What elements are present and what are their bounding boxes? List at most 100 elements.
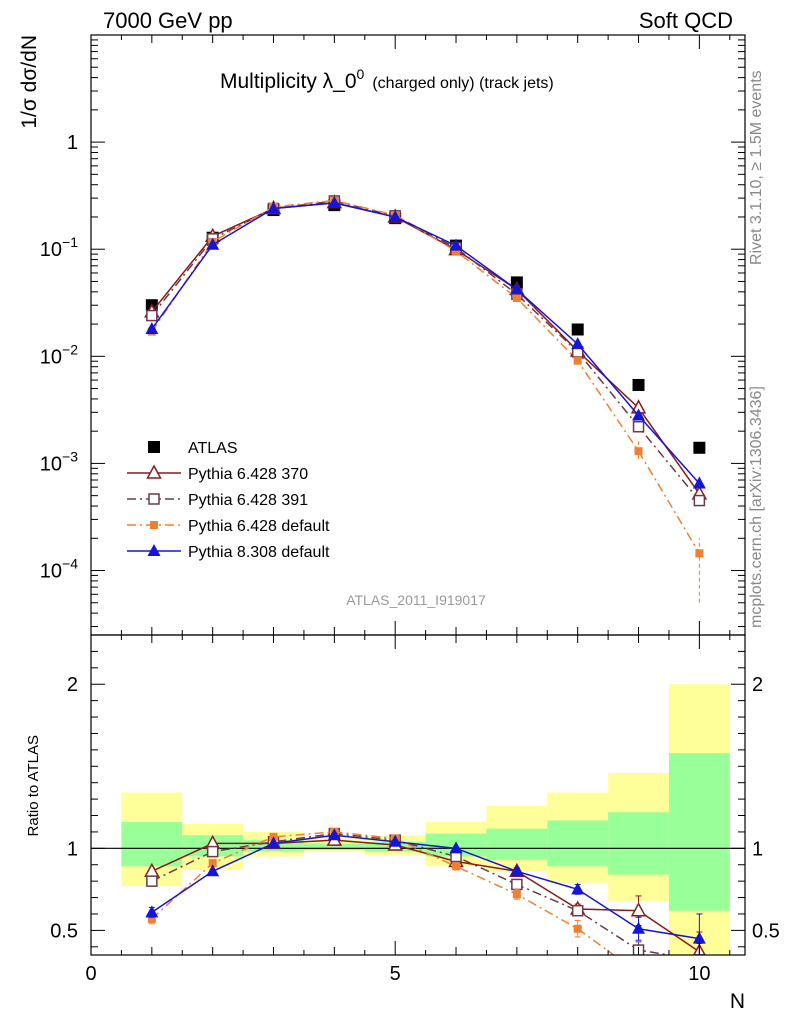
ratio-point-pythia-6-428-391-8 bbox=[571, 904, 584, 917]
main-point-pythia-8-308-default-6 bbox=[449, 238, 463, 251]
main-point-pythia-6-428-391-9 bbox=[632, 420, 645, 433]
legend-label-pythia-6-428-370: Pythia 6.428 370 bbox=[188, 466, 308, 483]
ratio-point-pythia-8-308-default-4 bbox=[327, 828, 341, 841]
main-y-tick-label-1: 10−1 bbox=[40, 234, 78, 261]
ratio-point-pythia-8-308-default-9 bbox=[632, 921, 646, 934]
header-right-label: Soft QCD bbox=[639, 8, 733, 33]
main-y-tick-exponent-4: −4 bbox=[62, 556, 78, 572]
main-line-pythia-6-428-default bbox=[151, 199, 701, 554]
main-y-tick-base-3: 10 bbox=[40, 453, 62, 475]
main-line-pythia-8-308-default bbox=[151, 202, 700, 484]
legend-marker-atlas bbox=[148, 441, 160, 453]
main-point-pythia-8-308-default-8 bbox=[571, 337, 585, 350]
ratio-point-pythia-8-308-default-3 bbox=[267, 836, 281, 849]
main-point-pythia-8-308-default-3 bbox=[267, 201, 281, 214]
ratio-point-pythia-8-308-default-7 bbox=[510, 864, 524, 877]
main-point-atlas-8 bbox=[571, 323, 584, 336]
main-point-pythia-8-308-default-7 bbox=[510, 282, 524, 295]
ratio-band-green-7 bbox=[486, 828, 548, 860]
legend-marker-pythia-6-428-370 bbox=[146, 464, 162, 479]
x-tick-label-0: 0 bbox=[85, 963, 96, 985]
ratio-band-green-8 bbox=[547, 820, 609, 867]
ratio-point-pythia-6-428-391-2 bbox=[206, 845, 219, 858]
main-point-pythia-8-308-default-4 bbox=[327, 196, 341, 209]
main-y-tick-label-3: 10−3 bbox=[40, 448, 78, 475]
legend-label-atlas: ATLAS bbox=[188, 440, 238, 457]
ratio-band-green-1 bbox=[121, 822, 183, 867]
legend-marker-pythia-8-308-default bbox=[147, 544, 161, 556]
main-point-pythia-6-428-default-8 bbox=[573, 356, 582, 365]
header-left-label: 7000 GeV pp bbox=[103, 8, 233, 33]
rivet-version-label: Rivet 3.1.10, ≥ 1.5M events bbox=[748, 70, 765, 265]
ratio-point-pythia-8-308-default-6 bbox=[449, 841, 463, 854]
main-plot-series bbox=[144, 194, 708, 603]
x-tick-label-10: 10 bbox=[688, 963, 710, 985]
ratio-y-axis-label: Ratio to ATLAS bbox=[25, 735, 42, 836]
ratio-series-pythia-8-308-default bbox=[145, 828, 706, 955]
main-y-axis-label: 1/σ dσ/dN bbox=[18, 35, 41, 129]
main-point-pythia-8-308-default-9 bbox=[632, 408, 646, 421]
legend-entry-pythia-8-308-default: Pythia 8.308 default bbox=[127, 544, 330, 561]
main-point-pythia-6-428-default-7 bbox=[512, 294, 521, 303]
main-y-tick-base-4: 10 bbox=[40, 561, 62, 583]
legend-entry-pythia-6-428-391: Pythia 6.428 391 bbox=[127, 492, 308, 509]
ratio-y-tick-label-right-0.5: 0.5 bbox=[752, 920, 780, 942]
ratio-point-pythia-6-428-default-2 bbox=[208, 859, 217, 868]
ratio-y-tick-label-right-2: 2 bbox=[752, 674, 763, 696]
main-y-tick-base-1: 10 bbox=[40, 239, 62, 261]
main-point-pythia-8-308-default-1 bbox=[145, 321, 159, 334]
main-series-pythia-6-428-391 bbox=[146, 195, 706, 507]
ratio-line-pythia-6-428-default bbox=[151, 831, 616, 955]
ratio-point-pythia-6-428-391-7 bbox=[511, 878, 523, 891]
legend-marker-pythia-6-428-default bbox=[150, 521, 158, 529]
plot-title-main: Multiplicity λ_0 bbox=[220, 70, 357, 93]
ratio-line-pythia-6-428-391 bbox=[151, 832, 674, 955]
ratio-point-pythia-6-428-391-1 bbox=[146, 875, 158, 887]
ratio-point-pythia-6-428-370-9 bbox=[630, 902, 647, 917]
main-point-pythia-8-308-default-5 bbox=[388, 209, 402, 222]
main-point-pythia-6-428-391-10 bbox=[693, 494, 706, 507]
ratio-uncertainty-bands bbox=[91, 684, 745, 955]
x-tick-label-5: 5 bbox=[390, 963, 401, 985]
legend-entry-atlas: ATLAS bbox=[148, 440, 238, 457]
legend-label-pythia-8-308-default: Pythia 8.308 default bbox=[188, 544, 330, 561]
ratio-band-green-4 bbox=[303, 843, 365, 850]
main-point-pythia-8-308-default-10 bbox=[692, 476, 706, 489]
ratio-point-pythia-8-308-default-5 bbox=[388, 834, 402, 847]
main-point-atlas-9 bbox=[632, 378, 645, 391]
ratio-point-pythia-8-308-default-8 bbox=[571, 882, 585, 895]
ratio-point-pythia-8-308-default-10 bbox=[692, 931, 706, 944]
main-y-tick-exponent-1: −1 bbox=[62, 234, 78, 250]
legend-marker-pythia-6-428-391 bbox=[148, 493, 160, 505]
ratio-plot-series bbox=[144, 827, 706, 1000]
legend: ATLAS Pythia 6.428 370 Pythia 6.428 391 Pyt… bbox=[127, 440, 330, 561]
main-point-atlas-10 bbox=[693, 441, 706, 454]
main-y-tick-exponent-2: −2 bbox=[62, 341, 78, 357]
ratio-point-pythia-6-428-default-10 bbox=[695, 992, 703, 1000]
main-series-atlas bbox=[145, 199, 706, 454]
main-y-tick-label-2: 10−2 bbox=[40, 341, 78, 368]
plot-title-suffix: (charged only) (track jets) bbox=[372, 75, 553, 92]
x-axis-label: N bbox=[730, 990, 745, 1013]
ratio-plot-frame bbox=[90, 634, 746, 956]
ratio-y-tick-label-left-0.5: 0.5 bbox=[50, 920, 78, 942]
main-series-pythia-8-308-default bbox=[145, 196, 706, 489]
ratio-point-pythia-8-308-default-1 bbox=[145, 905, 159, 918]
main-y-tick-label-4: 10−4 bbox=[40, 556, 78, 583]
analysis-watermark: ATLAS_2011_I919017 bbox=[346, 592, 486, 608]
ratio-y-tick-label-right-1: 1 bbox=[752, 838, 763, 860]
plot-title: Multiplicity λ_00 (charged only) (track j… bbox=[220, 66, 554, 93]
ratio-line-pythia-8-308-default bbox=[151, 834, 700, 940]
main-point-pythia-6-428-default-6 bbox=[452, 247, 461, 256]
main-y-tick-base-2: 10 bbox=[40, 346, 62, 368]
mcplots-reference-label: mcplots.cern.ch [arXiv:1306.3436] bbox=[748, 386, 765, 628]
ratio-y-tick-label-left-2: 2 bbox=[67, 674, 78, 696]
ratio-point-pythia-6-428-default-7 bbox=[512, 890, 521, 899]
ratio-point-pythia-8-308-default-2 bbox=[206, 864, 220, 877]
ratio-band-green-9 bbox=[608, 812, 669, 875]
ratio-point-pythia-6-428-default-9 bbox=[635, 969, 643, 977]
legend-entry-pythia-6-428-370: Pythia 6.428 370 bbox=[127, 464, 308, 483]
ratio-point-pythia-6-428-default-1 bbox=[147, 914, 156, 923]
ratio-point-pythia-6-428-default-8 bbox=[573, 924, 582, 933]
